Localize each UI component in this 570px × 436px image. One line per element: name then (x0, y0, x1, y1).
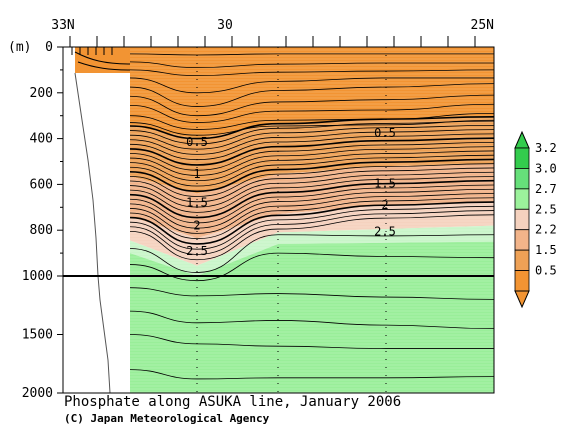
topography-layer (74, 51, 131, 394)
band-low-phosphate (130, 47, 494, 139)
colorbar-bottom-arrow (514, 290, 530, 309)
contour-label-right: 2.5 (374, 224, 396, 238)
contour-labels-layer: 0.5 1 1.5 2 2.5 0.5 1.5 2 2.5 (186, 126, 396, 258)
contour-line (129, 77, 494, 94)
chart-title: Phosphate along ASUKA line, January 2006 (64, 394, 402, 410)
contour-line (129, 163, 495, 197)
band-mid-phosphate (130, 163, 494, 239)
colorbar-swatch (514, 168, 530, 190)
colorbar-swatch (514, 208, 530, 231)
band-coastal-low-phosphate (75, 47, 130, 73)
colorbar-swatch (514, 249, 530, 271)
contour-line (129, 287, 495, 300)
contour-line (129, 197, 495, 240)
y-tick-label: 1000 (22, 269, 53, 284)
contour-line (129, 176, 495, 213)
x-tick-label: 30 (217, 18, 233, 33)
colorbar: 3.2 3.0 2.7 2.5 2.2 1.5 0.5 (514, 130, 557, 309)
topography-profile-line (74, 72, 111, 394)
x-axis: 33N 30 25N (51, 18, 494, 55)
y-tick-label: 200 (30, 86, 53, 101)
colorbar-label: 1.5 (535, 243, 557, 257)
y-tick-label: 400 (30, 132, 53, 147)
contour-line (129, 252, 495, 282)
contour-line (129, 310, 495, 330)
contour-line (129, 116, 495, 140)
contour-label-right: 2 (381, 198, 388, 212)
contour-line (129, 369, 495, 380)
contour-line (129, 193, 495, 234)
contour-line (129, 167, 495, 203)
y-tick-label: 0 (45, 40, 53, 55)
contour-line (129, 188, 495, 229)
y-tick-label: 1500 (22, 328, 53, 343)
coastal-contour-line (77, 61, 131, 71)
contour-line (129, 214, 495, 261)
colorbar-swatch (514, 270, 530, 292)
contour-line (129, 53, 494, 56)
contour-line (129, 146, 495, 176)
contour-line (129, 94, 495, 117)
contour-line (129, 133, 495, 161)
contour-line (129, 61, 494, 69)
no-data-region (63, 73, 130, 393)
x-tick-label: 25N (471, 18, 494, 33)
plot-frame (62, 46, 495, 394)
contour-label-left: 0.5 (186, 135, 208, 149)
colorbar-label: 3.2 (535, 141, 557, 155)
contour-line (129, 69, 495, 77)
y-tick-label: 2000 (22, 386, 53, 401)
contour-line (129, 83, 495, 107)
contour-label-left: 1 (193, 167, 200, 181)
contour-label-right: 1.5 (374, 176, 396, 190)
contour-label-left: 2 (193, 219, 200, 233)
contour-line (129, 137, 495, 166)
contour-line (129, 158, 495, 193)
chart-credit: (C) Japan Meteorological Agency (64, 412, 270, 425)
colorbar-swatch (514, 147, 530, 169)
colorbar-label: 3.0 (535, 161, 557, 175)
contour-line (129, 119, 495, 136)
contour-line (129, 129, 495, 155)
contour-line (129, 205, 495, 250)
y-axis-label: (m) (8, 40, 31, 55)
contour-line (129, 234, 495, 273)
contour-line (129, 334, 494, 349)
y-tick-label: 600 (30, 177, 53, 192)
contour-line (129, 113, 495, 130)
contour-lines-layer (129, 47, 495, 393)
band-high-phosphate (130, 241, 494, 393)
plot-border (62, 46, 495, 394)
contour-label-right: 0.5 (374, 126, 396, 140)
y-tick-label: 800 (30, 223, 53, 238)
contour-line (129, 124, 495, 150)
colorbar-label: 2.2 (535, 223, 557, 237)
colorbar-top-arrow (514, 130, 530, 149)
coastal-contour-line (74, 51, 131, 65)
contour-line (129, 154, 495, 187)
colorbar-label: 2.7 (535, 182, 557, 196)
contour-line (129, 179, 495, 219)
band-light-green-phosphate (130, 225, 494, 276)
contour-line (129, 210, 495, 255)
contour-label-left: 2.5 (186, 244, 208, 258)
contour-line (129, 184, 495, 224)
contour-line (129, 120, 495, 145)
contour-label-left: 1.5 (186, 196, 208, 210)
colorbar-label: 2.5 (535, 202, 557, 216)
x-tick-label: 33N (51, 18, 74, 33)
contour-line (129, 150, 495, 182)
colorbar-swatch (514, 188, 530, 210)
y-axis: 0 200 400 600 800 1000 1500 2000 (m) (8, 40, 63, 401)
colorbar-swatch (514, 229, 530, 251)
colorbar-label: 0.5 (535, 264, 557, 278)
